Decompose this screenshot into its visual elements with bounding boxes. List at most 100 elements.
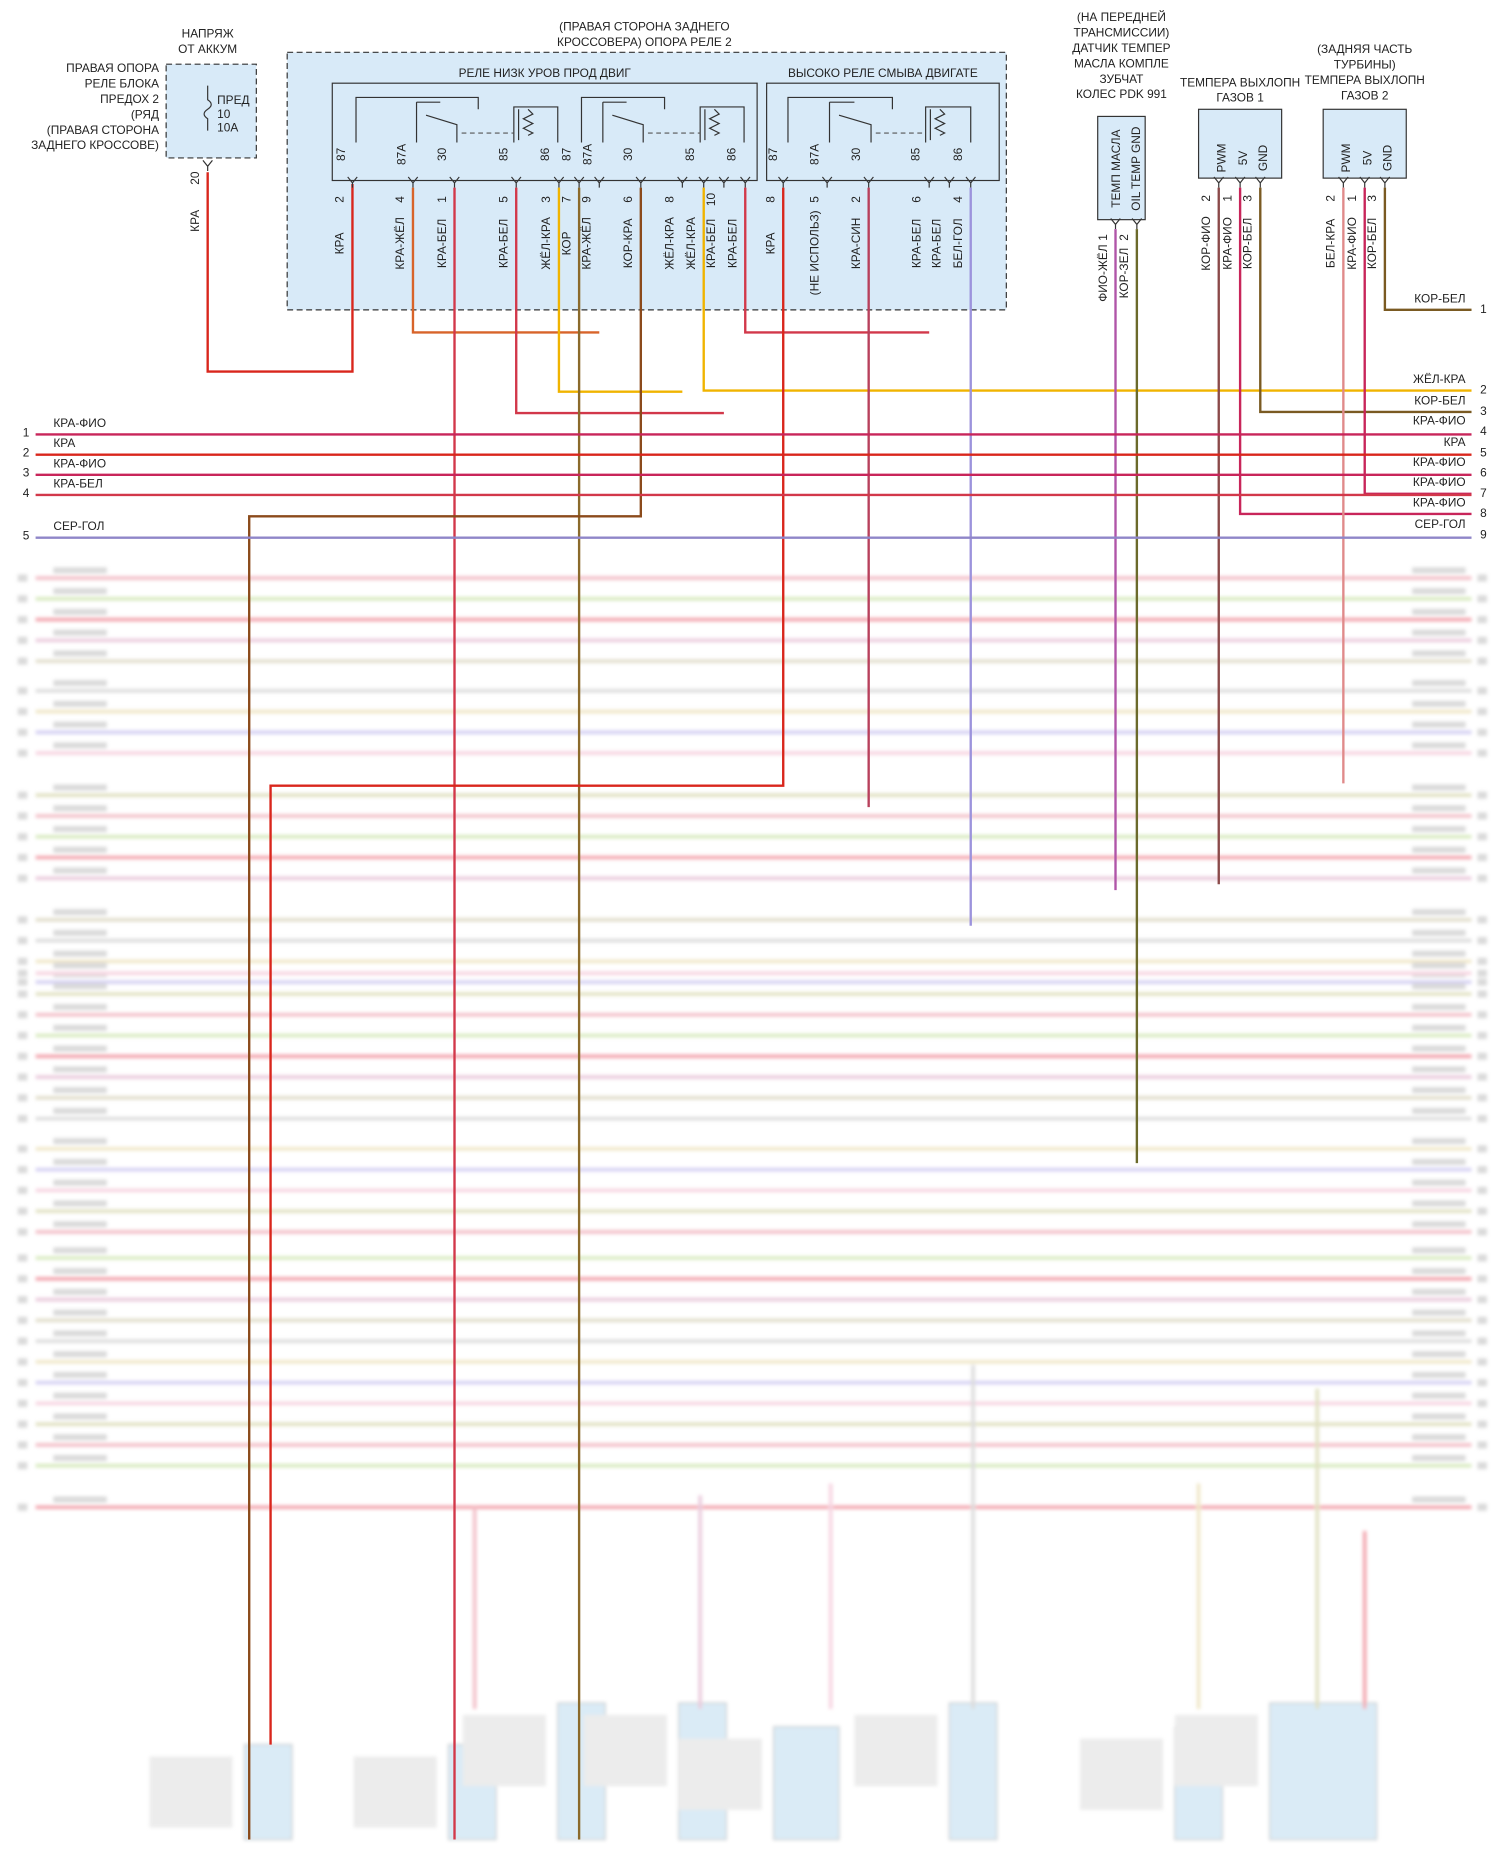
wire-label: КОР — [559, 231, 573, 255]
blurred-text — [1477, 916, 1487, 924]
label: ЗУБЧАТ — [1099, 72, 1143, 86]
blurred-text — [17, 978, 28, 986]
blurred-box — [773, 1726, 840, 1841]
blurred-text — [1412, 1087, 1466, 1094]
blurred-text — [53, 1434, 107, 1441]
blurred-text — [1477, 1011, 1487, 1019]
connector-pin — [1255, 176, 1266, 188]
wire-label: КОР-БЕЛ — [1365, 218, 1379, 269]
terminal-label: ТЕМП МАСЛА — [1109, 129, 1123, 207]
wire-label: КРА — [188, 210, 202, 232]
wire-label: ФИО-ЖЁЛ — [1096, 244, 1110, 301]
connector-pin — [347, 176, 358, 188]
blurred-text — [1477, 1275, 1487, 1283]
blurred-text — [1477, 1166, 1487, 1174]
bus-number: 3 — [1480, 404, 1487, 418]
blurred-text — [1412, 629, 1466, 636]
blurred-text — [1412, 1268, 1466, 1275]
blurred-text — [53, 1138, 107, 1145]
label: (РЯД — [131, 107, 159, 121]
pin-number: 1 — [1345, 195, 1359, 202]
blurred-text — [1477, 728, 1487, 736]
connector-pin — [1379, 176, 1391, 188]
pin-number: 2 — [1324, 195, 1338, 202]
wire-label: КРА-ФИО — [1345, 217, 1359, 270]
blurred-text — [17, 1337, 28, 1345]
blurred-text — [1412, 846, 1466, 853]
blurred-text — [1412, 1351, 1466, 1358]
connector-pin — [594, 176, 605, 188]
bus-number: 2 — [23, 446, 30, 460]
blurred-text — [17, 574, 28, 582]
terminal-label: 87 — [766, 148, 780, 161]
blurred-box — [948, 1702, 998, 1841]
bus-number: 9 — [1480, 527, 1487, 541]
blurred-text — [1477, 1462, 1487, 1470]
blurred-text — [1477, 1073, 1487, 1081]
connector-pin — [407, 176, 419, 188]
blurred-text — [1412, 805, 1466, 812]
bus-number: 8 — [1480, 506, 1487, 520]
label: КРОССОВЕРА) ОПОРА РЕЛЕ 2 — [557, 35, 732, 49]
blurred-text — [1412, 983, 1466, 990]
blurred-text — [1412, 1247, 1466, 1254]
blurred-text — [53, 700, 107, 707]
wire-label: КРА-ФИО — [1413, 475, 1466, 489]
terminal-label: 5V — [1360, 151, 1374, 166]
blurred-text — [53, 742, 107, 749]
blurred-text — [1477, 1052, 1487, 1060]
label: ПРЕД — [217, 93, 249, 107]
blurred-text — [1412, 1413, 1466, 1420]
pin-number: 1 — [1220, 195, 1234, 202]
wire-label: СЕР-ГОЛ — [53, 519, 104, 533]
blurred-text — [1412, 867, 1466, 874]
blurred-text — [1174, 1714, 1258, 1787]
blurred-text — [17, 812, 28, 820]
blurred-text — [17, 853, 28, 862]
blurred-text — [53, 1066, 107, 1073]
connector-pin — [511, 176, 522, 188]
blurred-text — [17, 1296, 28, 1304]
terminal-label: GND — [1256, 145, 1270, 171]
blurred-text — [1477, 1441, 1487, 1449]
label: ГАЗОВ 1 — [1216, 91, 1264, 105]
blurred-text — [17, 1254, 28, 1262]
blurred-text — [1477, 574, 1487, 582]
terminal-label: 30 — [621, 147, 635, 161]
blurred-text — [1412, 1200, 1466, 1207]
label: РЕЛЕ БЛОКА — [85, 77, 160, 91]
blurred-text — [1412, 1024, 1466, 1031]
bus-number: 2 — [1480, 383, 1487, 397]
blurred-text — [353, 1756, 437, 1828]
wire-label: КОР-ЗЕЛ — [1117, 248, 1131, 299]
terminal-label: 85 — [496, 147, 510, 161]
pin-number: 6 — [909, 196, 923, 203]
blurred-text — [53, 846, 107, 853]
blurred-text — [17, 657, 28, 665]
blurred-text — [1412, 1066, 1466, 1073]
blurred-text — [53, 1158, 107, 1165]
label: ТЕМПЕРА ВЫХЛОПН — [1180, 75, 1300, 89]
blurred-text — [1412, 1179, 1466, 1186]
blurred-text — [53, 1200, 107, 1207]
terminal-label: GND — [1381, 145, 1395, 171]
connector-pin — [1338, 176, 1349, 188]
blurred-text — [17, 1094, 28, 1102]
terminal-label: 87 — [334, 148, 348, 161]
wire-label: КОР-БЕЛ — [1241, 218, 1255, 269]
connector-pin — [1234, 176, 1246, 188]
blurred-text — [1412, 1330, 1466, 1337]
connector-pin — [718, 176, 730, 188]
blurred-text — [17, 1420, 28, 1428]
blurred-text — [17, 937, 28, 945]
blurred-text — [1477, 1296, 1487, 1304]
label: ТУРБИНЫ) — [1334, 58, 1396, 72]
blurred-text — [1477, 1379, 1487, 1387]
wire-label: КРА-ФИО — [53, 456, 106, 470]
blurred-text — [53, 1004, 107, 1011]
connector-pin — [965, 176, 976, 188]
blurred-text — [1412, 784, 1466, 791]
blurred-text — [1477, 687, 1487, 695]
wire-label: КОР-БЕЛ — [1414, 291, 1465, 305]
